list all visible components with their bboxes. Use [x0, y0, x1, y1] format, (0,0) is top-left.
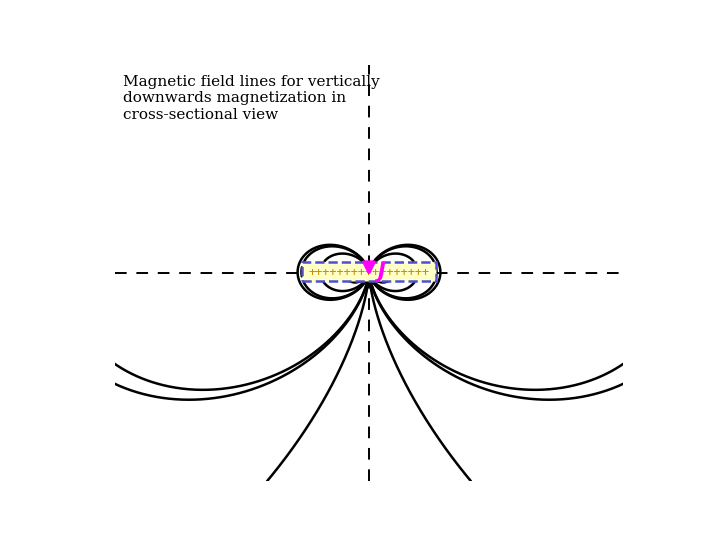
Bar [302, 261, 436, 281]
Text: Magnetic field lines for vertically
downwards magnetization in
cross-sectional v: Magnetic field lines for vertically down… [122, 75, 379, 122]
Text: +++++++++++++++++: +++++++++++++++++ [308, 266, 430, 279]
Text: J: J [377, 262, 385, 282]
